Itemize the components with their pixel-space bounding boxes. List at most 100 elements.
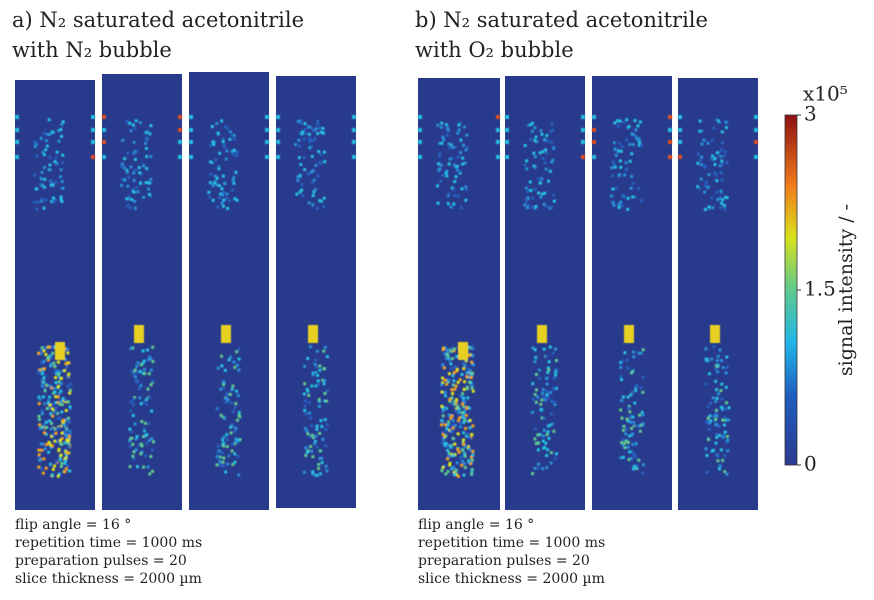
voxel [135,380,139,384]
voxel [542,428,546,432]
voxel [614,153,618,157]
voxel [145,348,149,352]
voxel [450,367,454,371]
voxel [441,430,445,434]
voxel [463,419,467,423]
panel-title: a) N₂ saturated acetonitrile [12,8,304,32]
voxel [68,391,72,395]
voxel [311,373,315,377]
voxel [229,401,233,405]
voxel [631,391,635,395]
voxel [230,423,234,427]
voxel [440,441,444,445]
voxel [216,366,220,370]
voxel [298,119,302,123]
voxel [134,119,138,123]
mri-signal [418,115,500,478]
voxel [121,138,125,142]
voxel [54,180,58,184]
parameter: flip angle = 16 ° [418,517,534,533]
voxel [224,397,228,401]
voxel [721,366,725,370]
voxel [221,380,225,384]
voxel [319,130,323,134]
voxel [296,119,300,123]
voxel [302,392,306,396]
voxel [91,140,95,144]
voxel [724,401,728,405]
voxel [40,448,44,452]
voxel [49,364,53,368]
voxel [310,449,314,453]
voxel [466,445,470,449]
voxel [536,448,540,452]
voxel [35,187,39,191]
voxel [439,163,443,167]
voxel [306,389,310,393]
voxel [462,438,466,442]
voxel [592,140,596,144]
voxel [628,450,632,454]
voxel [545,151,549,155]
voxel [40,177,44,181]
voxel [147,358,151,362]
voxel [311,128,315,132]
voxel [142,435,146,439]
voxel [707,372,711,376]
voxel [48,443,52,447]
voxel [544,167,548,171]
voxel [715,396,719,400]
voxel [636,124,640,128]
voxel [142,465,146,469]
voxel [120,162,124,166]
voxel [308,325,318,343]
voxel [222,143,226,147]
voxel [438,141,442,145]
voxel [459,138,463,142]
voxel [543,191,547,195]
voxel [721,435,725,439]
voxel [147,187,151,191]
voxel [554,370,558,374]
voxel [232,148,236,152]
voxel [468,368,472,372]
voxel [315,206,319,210]
voxel [545,432,549,436]
voxel [139,172,143,176]
voxel [630,449,634,453]
voxel [314,127,318,131]
voxel [458,421,462,425]
voxel [320,424,324,428]
voxel [139,452,143,456]
voxel [127,175,131,179]
voxel [723,195,727,199]
voxel [722,154,726,158]
voxel [52,200,56,204]
voxel [102,155,106,159]
voxel [542,416,546,420]
voxel [221,174,225,178]
voxel [533,187,537,191]
voxel [418,128,422,132]
voxel [446,350,450,354]
voxel [714,118,718,122]
voxel [45,144,49,148]
voxel [145,154,149,158]
voxel [38,423,42,427]
voxel [621,438,625,442]
voxel [311,470,315,474]
voxel [42,359,46,363]
voxel [54,371,58,375]
voxel [315,473,319,477]
voxel [237,410,241,414]
voxel [233,406,237,410]
voxel [527,189,531,193]
voxel [40,372,44,376]
voxel [436,201,440,205]
voxel [318,449,322,453]
voxel [49,362,53,366]
voxel [59,195,63,199]
voxel [310,154,314,158]
voxel [51,414,55,418]
voxel [135,465,139,469]
